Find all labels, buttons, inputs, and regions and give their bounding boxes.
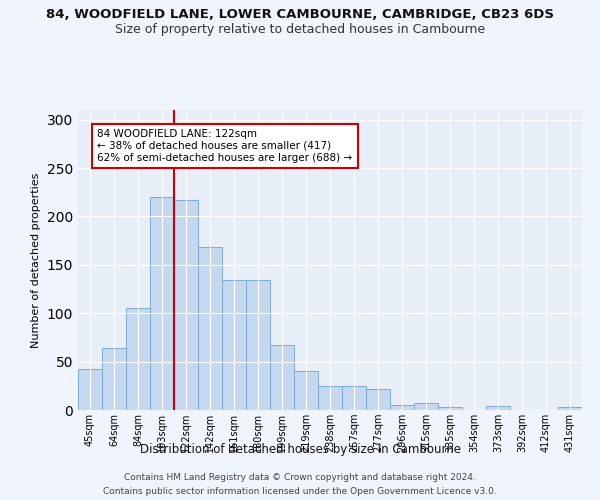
- Bar: [174, 200, 198, 410]
- Bar: [438, 407, 462, 410]
- Bar: [294, 372, 318, 410]
- Text: Size of property relative to detached houses in Cambourne: Size of property relative to detached ho…: [115, 22, 485, 36]
- Bar: [318, 386, 342, 410]
- Bar: [150, 197, 174, 410]
- Bar: [126, 308, 150, 410]
- Bar: [222, 280, 246, 410]
- Bar: [366, 388, 390, 410]
- Text: Contains public sector information licensed under the Open Government Licence v3: Contains public sector information licen…: [103, 488, 497, 496]
- Y-axis label: Number of detached properties: Number of detached properties: [31, 172, 41, 348]
- Bar: [486, 406, 510, 410]
- Bar: [390, 405, 414, 410]
- Bar: [414, 403, 438, 410]
- Text: Distribution of detached houses by size in Cambourne: Distribution of detached houses by size …: [139, 442, 461, 456]
- Bar: [270, 345, 294, 410]
- Text: Contains HM Land Registry data © Crown copyright and database right 2024.: Contains HM Land Registry data © Crown c…: [124, 472, 476, 482]
- Bar: [558, 407, 582, 410]
- Bar: [198, 248, 222, 410]
- Bar: [246, 280, 270, 410]
- Bar: [78, 370, 102, 410]
- Text: 84, WOODFIELD LANE, LOWER CAMBOURNE, CAMBRIDGE, CB23 6DS: 84, WOODFIELD LANE, LOWER CAMBOURNE, CAM…: [46, 8, 554, 20]
- Text: 84 WOODFIELD LANE: 122sqm
← 38% of detached houses are smaller (417)
62% of semi: 84 WOODFIELD LANE: 122sqm ← 38% of detac…: [97, 130, 352, 162]
- Bar: [102, 348, 126, 410]
- Bar: [342, 386, 366, 410]
